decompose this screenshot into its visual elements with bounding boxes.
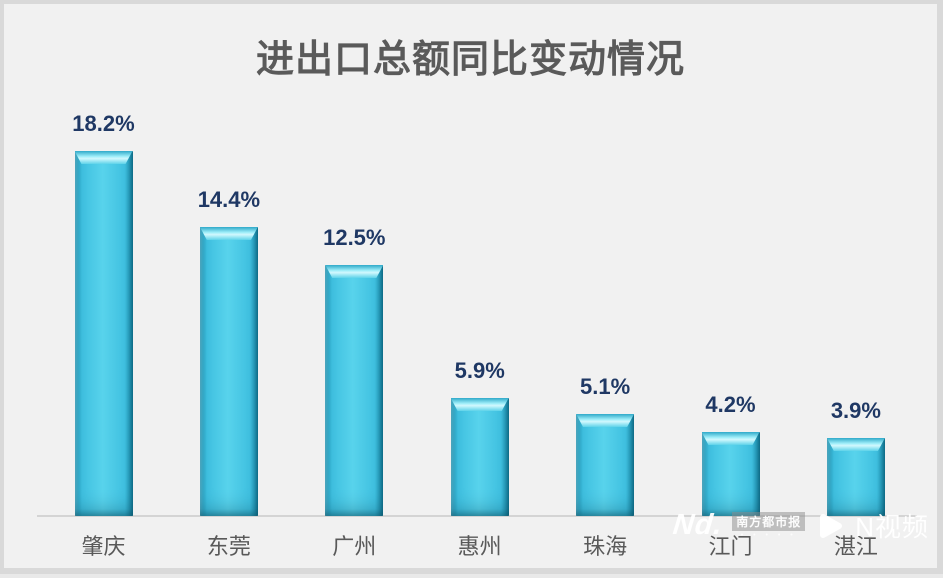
bar-category-label: 惠州 <box>457 534 502 559</box>
bar <box>701 432 760 516</box>
bar-value-label: 18.2% <box>72 111 135 136</box>
bar <box>826 438 885 516</box>
bar-value-label: 3.9% <box>830 398 881 423</box>
watermark: Nd. 南方都市报 • • • • • N视频 <box>671 507 929 544</box>
nandu-badge-dots: • • • • • <box>740 532 797 539</box>
bar-value-label: 4.2% <box>705 392 756 417</box>
bar <box>450 398 509 516</box>
chart-title: 进出口总额同比变动情况 <box>255 39 685 81</box>
plot-area: 18.2% 肇庆 14.4% 东莞 12.5% 广州 5.9% 惠州 5.1% 珠海 4.2% 江门 3… <box>4 4 943 578</box>
bar-category-label: 肇庆 <box>81 534 126 559</box>
bar-category-label: 广州 <box>332 534 377 559</box>
bar-category-label: 湛江 <box>833 534 878 559</box>
play-icon <box>820 513 843 538</box>
bar-value-label: 12.5% <box>323 225 386 250</box>
nandu-badge: 南方都市报 • • • • • <box>732 512 806 539</box>
nandu-badge-label: 南方都市报 <box>732 512 806 531</box>
x-axis-line <box>37 515 917 517</box>
bar-value-label: 14.4% <box>197 187 261 212</box>
bar <box>576 414 635 516</box>
nvideo-label: N视频 <box>855 512 929 542</box>
bar-value-label: 5.1% <box>580 374 631 399</box>
bar-category-label: 东莞 <box>206 534 251 559</box>
bar <box>325 265 384 516</box>
bar-category-label: 珠海 <box>583 534 628 559</box>
bar-value-label: 5.9% <box>454 358 505 383</box>
bar <box>74 151 133 516</box>
bar-category-label: 江门 <box>708 534 753 559</box>
bar <box>199 227 258 516</box>
nandu-logo-icon: Nd. <box>671 509 725 541</box>
